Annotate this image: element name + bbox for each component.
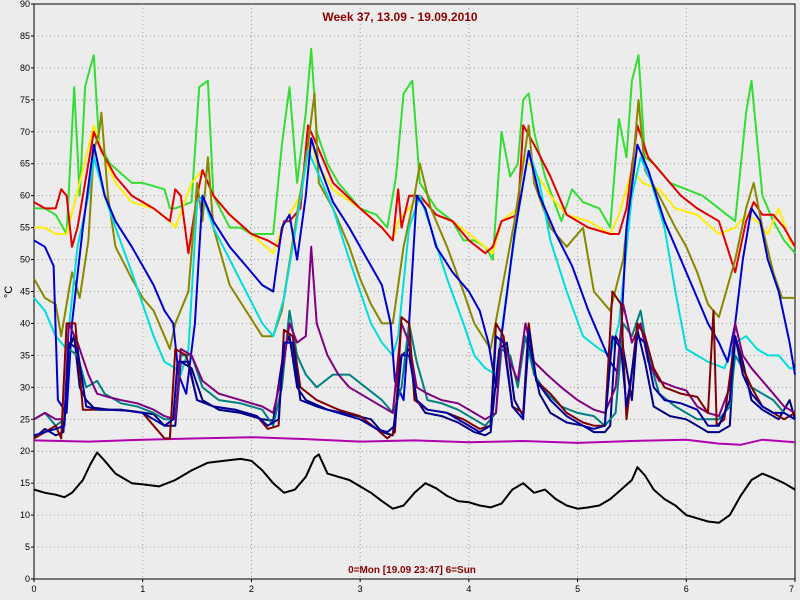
x-tick-label: 5	[575, 584, 580, 594]
y-tick-label: 50	[20, 255, 30, 265]
y-tick-label: 5	[25, 542, 30, 552]
series-line-9	[33, 328, 796, 440]
series-line-6	[33, 137, 796, 414]
x-tick-label: 3	[358, 584, 363, 594]
y-tick-label: 75	[20, 95, 30, 105]
series-layer	[33, 47, 796, 524]
y-tick-label: 45	[20, 287, 30, 297]
y-tick-label: 25	[20, 414, 30, 424]
series-line-13	[33, 328, 796, 437]
y-axis-label: °C	[3, 286, 15, 298]
series-line-3	[33, 124, 796, 274]
x-tick-label: 2	[249, 584, 254, 594]
series-line-10	[33, 309, 796, 427]
y-tick-label: 30	[20, 382, 30, 392]
y-tick-label: 85	[20, 31, 30, 41]
chart-note: 0=Mon [19.09 23:47] 6=Sun	[348, 565, 476, 576]
series-line-8	[33, 451, 796, 524]
y-tick-label: 90	[20, 0, 30, 9]
x-tick-label: 7	[789, 584, 794, 594]
y-tick-label: 55	[20, 223, 30, 233]
series-line-7	[33, 436, 796, 446]
series-line-4	[33, 92, 795, 350]
y-tick-label: 0	[25, 574, 30, 584]
x-tick-label: 6	[684, 584, 689, 594]
series-line-5	[33, 149, 795, 376]
y-tick-label: 15	[20, 478, 30, 488]
chart-title: Week 37, 13.09 - 19.09.2010	[322, 10, 478, 24]
y-tick-label: 60	[20, 191, 30, 201]
x-tick-label: 4	[466, 584, 471, 594]
x-tick-label: 0	[31, 584, 36, 594]
y-tick-label: 65	[20, 159, 30, 169]
y-tick-label: 70	[20, 127, 30, 137]
y-tick-label: 35	[20, 350, 30, 360]
x-tick-label: 1	[140, 584, 145, 594]
y-tick-label: 80	[20, 63, 30, 73]
y-tick-label: 20	[20, 446, 30, 456]
series-line-1	[34, 47, 796, 261]
y-tick-label: 40	[20, 318, 30, 328]
y-tick-label: 10	[20, 510, 30, 520]
